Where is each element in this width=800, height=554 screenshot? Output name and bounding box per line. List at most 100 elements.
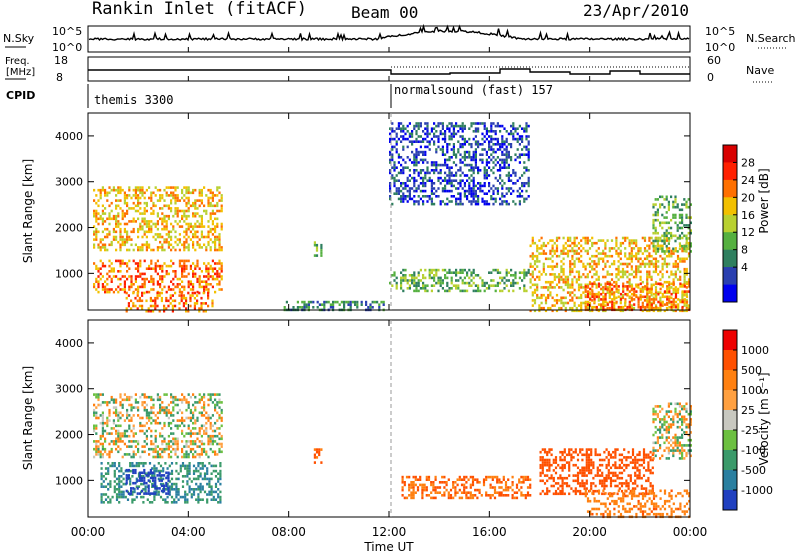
echo-cell [514, 127, 517, 130]
echo-cell [468, 200, 471, 203]
power-colorbar-label: Power [dB] [757, 168, 771, 233]
echo-cell [481, 137, 484, 141]
echo-cell [145, 277, 148, 281]
echo-cell [461, 137, 464, 141]
echo-cell [518, 478, 521, 481]
echo-cell [185, 416, 188, 420]
echo-cell [417, 153, 420, 156]
echo-cell [663, 198, 666, 201]
echo-cell [489, 475, 492, 479]
echo-cell [115, 214, 118, 218]
echo-cell [161, 246, 164, 249]
echo-cell [505, 187, 508, 190]
echo-cell [128, 440, 131, 443]
echo-cell [123, 222, 126, 226]
echo-cell [501, 137, 504, 141]
echo-cell [485, 171, 488, 175]
echo-cell [115, 220, 118, 223]
echo-cell [632, 275, 636, 279]
echo-cell [395, 166, 398, 169]
echo-cell [197, 469, 200, 473]
echo-cell [683, 257, 686, 261]
echo-cell [421, 488, 424, 492]
echo-cell [628, 244, 631, 248]
echo-cell [469, 494, 472, 497]
echo-cell [101, 453, 104, 456]
echo-cell [327, 300, 330, 304]
echo-cell [189, 440, 192, 443]
echo-cell [152, 212, 155, 215]
echo-cell [477, 143, 480, 146]
echo-cell [128, 238, 131, 241]
echo-cell [183, 445, 186, 448]
echo-cell [150, 191, 153, 195]
echo-cell [670, 296, 673, 300]
echo-cell [435, 169, 438, 172]
echo-cell [678, 237, 681, 240]
echo-cell [152, 406, 155, 409]
echo-cell [159, 469, 163, 473]
echo-cell [460, 491, 464, 494]
echo-cell [650, 303, 653, 306]
echo-cell [198, 267, 201, 270]
echo-cell [150, 416, 153, 420]
echo-cell [185, 186, 188, 189]
echo-cell [450, 135, 453, 138]
echo-cell [538, 270, 541, 274]
echo-cell [174, 209, 177, 213]
echo-cell [544, 286, 548, 289]
echo-cell [523, 268, 526, 272]
echo-cell [569, 236, 572, 240]
echo-cell [668, 254, 671, 258]
echo-cell [402, 124, 405, 128]
echo-cell [413, 281, 416, 285]
echo-cell [400, 279, 403, 282]
echo-cell [457, 182, 460, 185]
echo-cell [656, 198, 659, 201]
echo-cell [393, 279, 396, 282]
echo-cell [143, 259, 146, 263]
echo-cell [632, 270, 636, 274]
echo-cell [435, 271, 438, 274]
echo-cell [657, 265, 660, 268]
echo-cell [211, 450, 214, 454]
echo-cell [203, 450, 206, 454]
echo-cell [100, 477, 103, 481]
echo-cell [137, 194, 140, 197]
echo-cell [597, 285, 601, 288]
echo-cell [150, 262, 153, 265]
echo-cell [676, 257, 680, 261]
echo-cell [395, 135, 398, 138]
echo-cell [99, 267, 102, 270]
echo-cell [511, 488, 514, 492]
echo-cell [413, 182, 416, 185]
echo-cell [93, 424, 96, 428]
echo-cell [477, 171, 480, 175]
echo-cell [108, 259, 111, 263]
echo-cell [367, 306, 370, 309]
echo-cell [141, 489, 144, 493]
echo-cell [430, 202, 433, 206]
echo-cell [159, 264, 162, 268]
echo-cell [553, 304, 556, 307]
echo-cell [163, 275, 166, 278]
echo-cell [165, 186, 168, 189]
echo-cell [175, 482, 178, 486]
echo-cell [474, 148, 477, 151]
echo-cell [483, 281, 486, 285]
echo-cell [198, 432, 201, 435]
echo-cell [683, 283, 686, 287]
echo-cell [205, 212, 208, 215]
echo-cell [450, 279, 453, 282]
echo-cell [577, 304, 581, 307]
echo-cell [468, 176, 471, 180]
echo-cell [168, 480, 171, 483]
echo-cell [523, 200, 526, 203]
echo-cell [148, 230, 151, 234]
echo-cell [454, 481, 457, 484]
echo-cell [209, 267, 212, 270]
echo-cell [483, 184, 486, 188]
echo-cell [430, 137, 433, 141]
echo-cell [441, 137, 444, 141]
echo-cell [123, 285, 126, 289]
